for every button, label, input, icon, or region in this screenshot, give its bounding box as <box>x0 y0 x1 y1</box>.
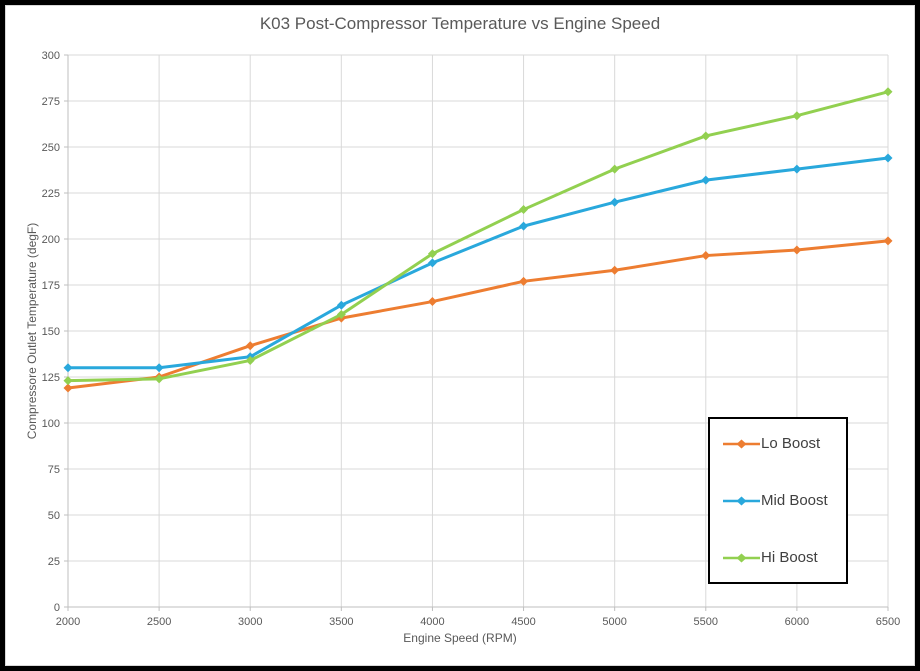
series-marker-hi-boost <box>883 87 893 97</box>
x-tick-label: 3500 <box>329 616 353 628</box>
series-marker-hi-boost <box>63 376 73 386</box>
series-marker-hi-boost <box>701 131 711 141</box>
x-tick-label: 2000 <box>56 616 80 628</box>
series-marker-hi-boost <box>427 249 437 259</box>
x-axis-title: Engine Speed (RPM) <box>403 631 517 645</box>
series-marker-mid-boost <box>427 258 437 268</box>
x-tick-label: 4500 <box>511 616 535 628</box>
series-marker-lo-boost <box>427 297 437 307</box>
series-marker-mid-boost <box>792 164 802 174</box>
y-tick-label: 275 <box>42 96 60 108</box>
legend-marker-icon <box>723 496 760 505</box>
y-tick-label: 50 <box>48 510 60 522</box>
legend-item-lo-boost: Lo Boost <box>723 435 842 452</box>
plot-area: 2000 2500 3000 3500 4000 4500 5000 5500 6000 6500… <box>42 50 901 628</box>
series-marker-mid-boost <box>610 197 620 207</box>
series-marker-mid-boost <box>519 221 529 231</box>
series-marker-lo-boost <box>701 251 711 261</box>
chart-area: 2000 2500 3000 3500 4000 4500 5000 5500 6000 6500… <box>5 5 915 666</box>
x-tick-label: 5500 <box>694 616 718 628</box>
x-tick-label: 6000 <box>785 616 809 628</box>
x-tick-label: 6500 <box>876 616 900 628</box>
series-marker-lo-boost <box>519 276 529 286</box>
series-marker-mid-boost <box>883 153 893 163</box>
x-tick-label: 5000 <box>602 616 626 628</box>
chart-title: K03 Post-Compressor Temperature vs Engin… <box>259 14 661 33</box>
series-marker-hi-boost <box>336 309 346 319</box>
legend-label: Mid Boost <box>761 492 828 509</box>
y-tick-label: 0 <box>54 602 60 614</box>
legend-item-hi-boost: Hi Boost <box>723 549 842 566</box>
y-axis-title: Compressore Outlet Temperature (degF) <box>25 222 39 440</box>
y-tick-label: 150 <box>42 326 60 338</box>
series-marker-hi-boost <box>519 205 529 215</box>
series-marker-lo-boost <box>245 341 255 351</box>
x-tick-label: 4000 <box>420 616 444 628</box>
legend-label: Lo Boost <box>761 435 821 452</box>
series-marker-lo-boost <box>610 265 620 275</box>
y-tick-label: 200 <box>42 234 60 246</box>
x-tick-label: 3000 <box>238 616 262 628</box>
series-line-hi-boost <box>66 90 890 383</box>
series-line-mid-boost <box>66 156 890 370</box>
y-tick-label: 300 <box>42 50 60 62</box>
series-marker-hi-boost <box>792 111 802 121</box>
y-tick-label: 250 <box>42 142 60 154</box>
series-marker-hi-boost <box>245 355 255 365</box>
series-line-lo-boost <box>66 239 890 390</box>
y-tick-label: 75 <box>48 464 60 476</box>
series-marker-mid-boost <box>154 363 164 373</box>
series-marker-lo-boost <box>792 245 802 255</box>
series-marker-lo-boost <box>63 383 73 393</box>
legend-item-mid-boost: Mid Boost <box>723 492 842 509</box>
y-tick-label: 225 <box>42 188 60 200</box>
series-marker-mid-boost <box>336 300 346 310</box>
series-marker-lo-boost <box>883 236 893 246</box>
series-marker-hi-boost <box>154 374 164 384</box>
y-tick-label: 125 <box>42 372 60 384</box>
x-tick-label: 2500 <box>147 616 171 628</box>
y-tick-label: 25 <box>48 556 60 568</box>
legend: Lo Boost Mid Boost Hi Boost <box>708 417 848 584</box>
series-marker-mid-boost <box>63 363 73 373</box>
y-tick-label: 175 <box>42 280 60 292</box>
legend-label: Hi Boost <box>761 549 818 566</box>
y-tick-label: 100 <box>42 418 60 430</box>
series-marker-mid-boost <box>701 175 711 185</box>
legend-marker-icon <box>723 553 760 562</box>
series-marker-hi-boost <box>610 164 620 174</box>
legend-marker-icon <box>723 439 760 448</box>
